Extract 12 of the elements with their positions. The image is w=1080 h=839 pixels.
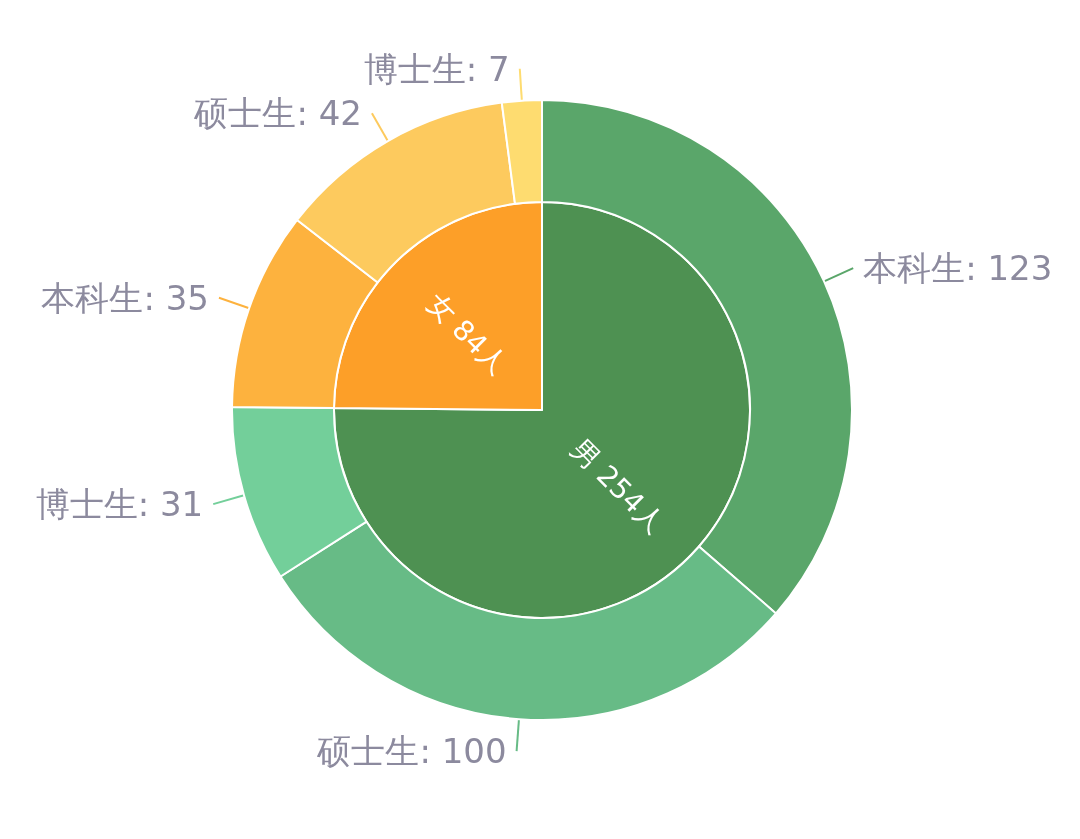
- data-label: : 31: [137, 484, 204, 525]
- data-label: : 42: [296, 93, 362, 134]
- slice-label: 博士生: [363, 48, 466, 89]
- slice-label: 本科生: [863, 248, 966, 289]
- data-label: : 123: [965, 248, 1053, 289]
- data-label: : 100: [419, 731, 507, 772]
- data-label: : 7: [465, 48, 510, 89]
- slice-label: 本科生: [41, 277, 144, 318]
- data-label: : 35: [143, 277, 209, 318]
- slice-label: 博士生: [35, 484, 138, 525]
- slice-label: 硕士生: [316, 731, 420, 772]
- slice-label: 硕士生: [193, 93, 297, 134]
